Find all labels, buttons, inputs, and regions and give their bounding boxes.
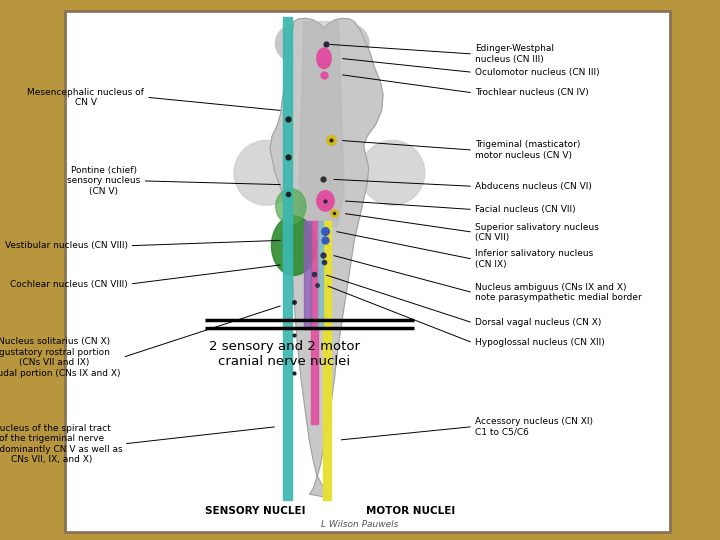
Polygon shape [318,221,323,329]
Ellipse shape [276,23,323,63]
Text: Hypoglossal nucleus (CN XII): Hypoglossal nucleus (CN XII) [475,339,605,347]
Ellipse shape [276,189,306,224]
Text: Dorsal vagal nucleus (CN X): Dorsal vagal nucleus (CN X) [475,319,602,327]
Polygon shape [304,221,311,329]
Text: 2 sensory and 2 motor
cranial nerve nuclei: 2 sensory and 2 motor cranial nerve nucl… [209,340,360,368]
Ellipse shape [271,216,316,275]
Polygon shape [311,221,318,424]
Ellipse shape [323,23,369,63]
Text: Facial nucleus (CN VII): Facial nucleus (CN VII) [475,205,576,214]
Text: Accessory nucleus (CN XI)
C1 to C5/C6: Accessory nucleus (CN XI) C1 to C5/C6 [475,417,593,436]
Text: Inferior salivatory nucleus
(CN IX): Inferior salivatory nucleus (CN IX) [475,249,593,269]
Text: Vestibular nucleus (CN VIII): Vestibular nucleus (CN VIII) [5,241,128,250]
Text: Nucleus ambiguus (CNs IX and X)
note parasympathetic medial border: Nucleus ambiguus (CNs IX and X) note par… [475,283,642,302]
Text: Abducens nucleus (CN VI): Abducens nucleus (CN VI) [475,182,592,191]
Text: Superior salivatory nucleus
(CN VII): Superior salivatory nucleus (CN VII) [475,222,599,242]
Text: L Wilson Pauwels: L Wilson Pauwels [321,521,399,529]
Text: Oculomotor nucleus (CN III): Oculomotor nucleus (CN III) [475,68,600,77]
Ellipse shape [317,48,331,69]
Polygon shape [270,18,383,498]
Ellipse shape [234,140,299,205]
Polygon shape [283,17,292,500]
Ellipse shape [360,140,425,205]
Ellipse shape [317,191,334,211]
Text: Trochlear nucleus (CN IV): Trochlear nucleus (CN IV) [475,89,589,97]
Text: MOTOR NUCLEI: MOTOR NUCLEI [366,507,455,516]
Text: Nucleus of the spiral tract
of the trigeminal nerve
(predominantly CN V as well : Nucleus of the spiral tract of the trige… [0,424,122,464]
Polygon shape [323,221,331,500]
Text: Trigeminal (masticator)
motor nucleus (CN V): Trigeminal (masticator) motor nucleus (C… [475,140,580,160]
Text: SENSORY NUCLEI: SENSORY NUCLEI [205,507,306,516]
Polygon shape [299,22,344,227]
Text: Cochlear nucleus (CN VIII): Cochlear nucleus (CN VIII) [10,280,128,288]
Text: Nucleus solitarius (CN X)
gustatory rostral portion
(CNs VII and IX)
caudal port: Nucleus solitarius (CN X) gustatory rost… [0,338,121,377]
Text: Mesencephalic nucleus of
CN V: Mesencephalic nucleus of CN V [27,87,144,107]
Text: Pontine (chief)
sensory nucleus
(CN V): Pontine (chief) sensory nucleus (CN V) [67,166,140,196]
Text: Edinger-Westphal
nucleus (CN III): Edinger-Westphal nucleus (CN III) [475,44,554,64]
